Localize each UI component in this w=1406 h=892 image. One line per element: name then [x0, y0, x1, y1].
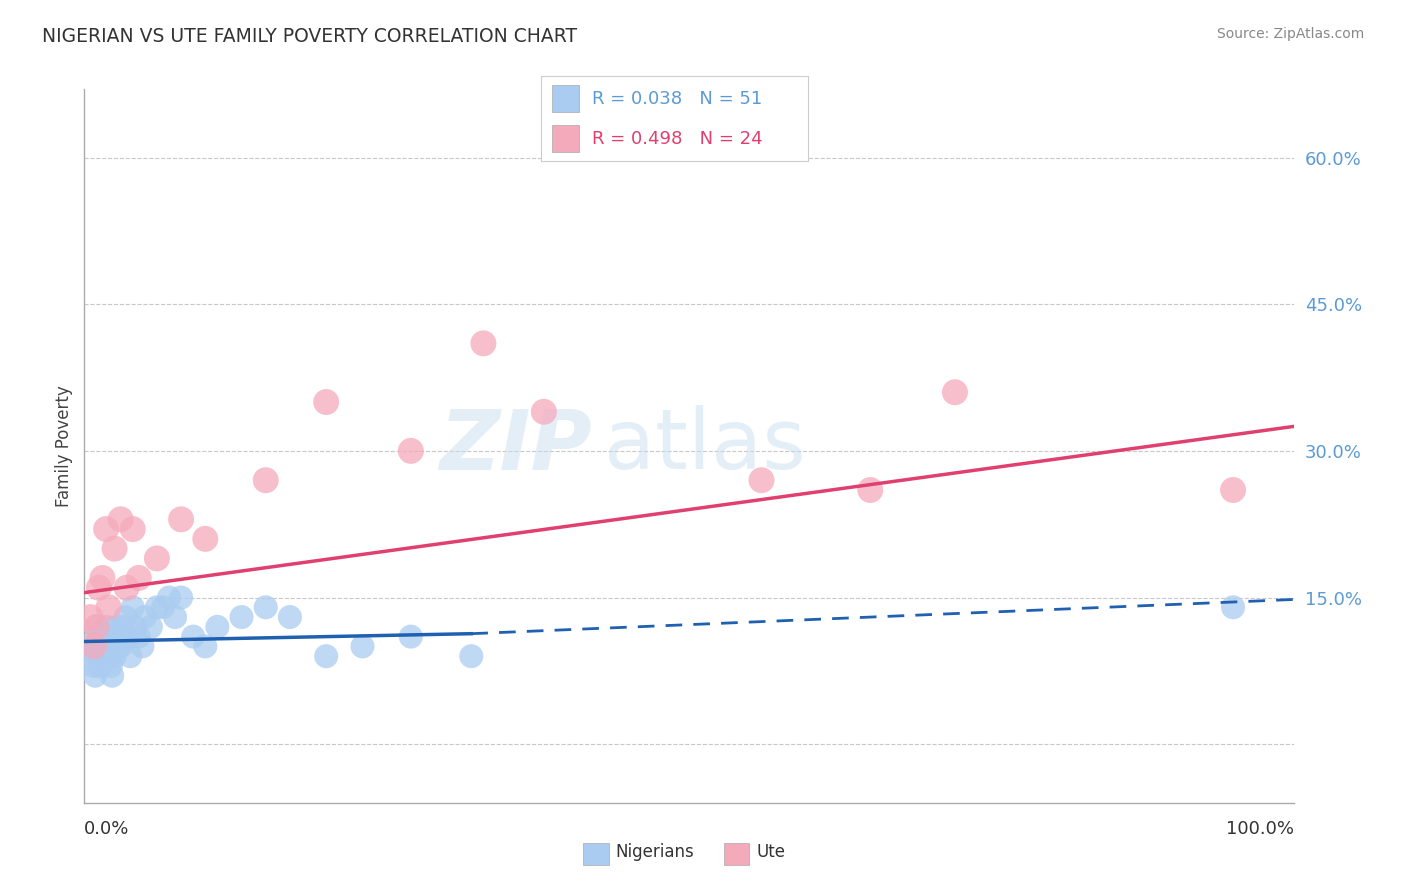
- Point: [93, 649, 115, 664]
- Text: Source: ZipAtlas.com: Source: ZipAtlas.com: [1216, 27, 1364, 41]
- Point: [104, 649, 127, 664]
- Point: [399, 630, 422, 644]
- Point: [254, 473, 277, 487]
- Point: [104, 630, 127, 644]
- Point: [114, 610, 136, 624]
- Point: [859, 483, 882, 497]
- Point: [97, 630, 120, 644]
- Text: ZIP: ZIP: [440, 406, 592, 486]
- Point: [94, 522, 117, 536]
- Point: [278, 610, 301, 624]
- Point: [231, 610, 253, 624]
- Point: [943, 385, 966, 400]
- Point: [94, 620, 117, 634]
- Point: [110, 512, 132, 526]
- Text: atlas: atlas: [605, 406, 806, 486]
- Text: NIGERIAN VS UTE FAMILY POVERTY CORRELATION CHART: NIGERIAN VS UTE FAMILY POVERTY CORRELATI…: [42, 27, 578, 45]
- Point: [84, 669, 107, 683]
- Text: 100.0%: 100.0%: [1226, 820, 1294, 838]
- Point: [194, 640, 217, 654]
- Point: [163, 610, 186, 624]
- Point: [110, 640, 132, 654]
- Point: [82, 640, 104, 654]
- Point: [139, 620, 162, 634]
- Point: [194, 532, 217, 546]
- Point: [97, 600, 120, 615]
- Point: [751, 473, 773, 487]
- Point: [181, 630, 204, 644]
- Point: [315, 649, 337, 664]
- Point: [254, 600, 277, 615]
- Point: [1222, 600, 1244, 615]
- Point: [121, 600, 143, 615]
- Point: [107, 640, 129, 654]
- Y-axis label: Family Poverty: Family Poverty: [55, 385, 73, 507]
- Point: [83, 659, 105, 673]
- Point: [460, 649, 482, 664]
- Point: [1222, 483, 1244, 497]
- Point: [86, 630, 108, 644]
- Text: Ute: Ute: [756, 843, 786, 861]
- Point: [170, 591, 193, 605]
- Point: [103, 640, 125, 654]
- Point: [124, 620, 146, 634]
- Point: [128, 630, 150, 644]
- Text: 0.0%: 0.0%: [84, 820, 129, 838]
- Point: [100, 659, 122, 673]
- Point: [105, 620, 128, 634]
- Text: R = 0.038   N = 51: R = 0.038 N = 51: [592, 90, 762, 108]
- Point: [101, 669, 124, 683]
- Point: [86, 620, 108, 634]
- Point: [170, 512, 193, 526]
- Point: [134, 610, 156, 624]
- Point: [91, 571, 114, 585]
- Point: [87, 649, 110, 664]
- Point: [315, 395, 337, 409]
- Point: [79, 649, 101, 664]
- Text: Nigerians: Nigerians: [616, 843, 695, 861]
- Point: [533, 405, 555, 419]
- Point: [472, 336, 495, 351]
- Point: [79, 610, 101, 624]
- Point: [121, 522, 143, 536]
- Point: [89, 659, 111, 673]
- Point: [128, 571, 150, 585]
- Point: [152, 600, 174, 615]
- Point: [83, 640, 105, 654]
- Point: [86, 640, 108, 654]
- Point: [399, 443, 422, 458]
- Point: [98, 649, 121, 664]
- Point: [86, 620, 108, 634]
- Point: [91, 630, 114, 644]
- Point: [94, 640, 117, 654]
- Point: [115, 581, 138, 595]
- Point: [146, 551, 169, 566]
- Point: [96, 640, 118, 654]
- Point: [352, 640, 374, 654]
- FancyBboxPatch shape: [553, 85, 579, 112]
- Point: [146, 600, 169, 615]
- Point: [91, 640, 114, 654]
- Point: [117, 630, 139, 644]
- Text: R = 0.498   N = 24: R = 0.498 N = 24: [592, 129, 762, 147]
- Point: [112, 620, 135, 634]
- Point: [207, 620, 229, 634]
- Point: [104, 541, 127, 556]
- Point: [120, 649, 142, 664]
- Point: [131, 640, 153, 654]
- Point: [87, 581, 110, 595]
- Point: [157, 591, 180, 605]
- FancyBboxPatch shape: [553, 125, 579, 152]
